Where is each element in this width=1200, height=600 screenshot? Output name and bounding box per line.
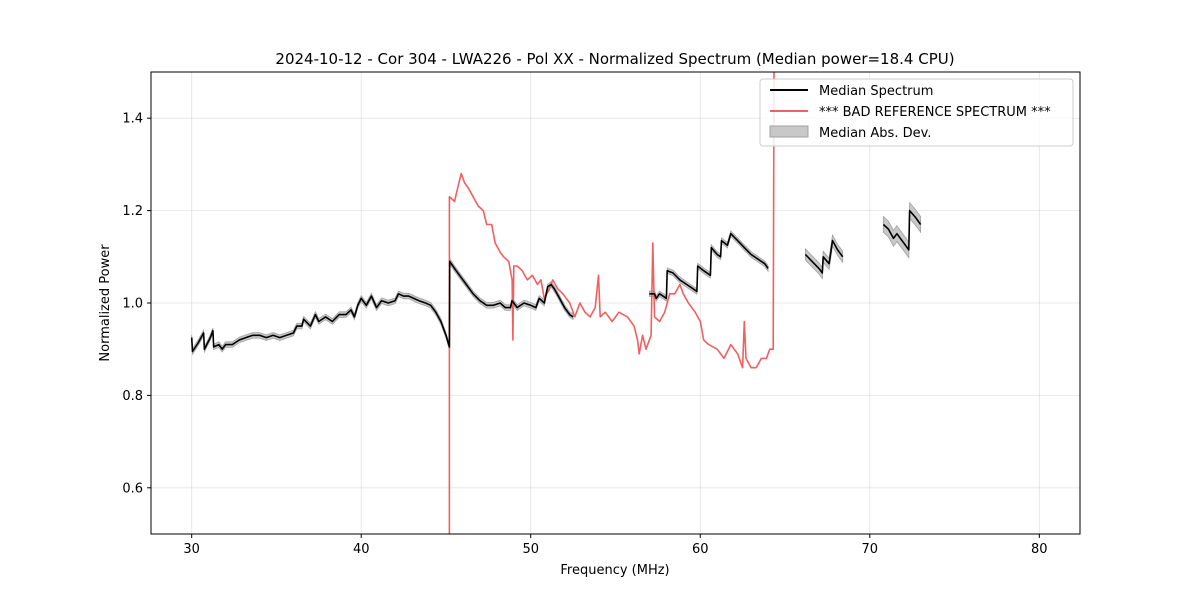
y-tick-label: 0.8 [122, 389, 143, 404]
bad-reference-line [448, 71, 775, 534]
median-spectrum-layer [190, 209, 922, 353]
y-axis-label: Normalized Power [98, 244, 113, 362]
x-tick-label: 50 [522, 542, 539, 557]
median-spectrum-segment [804, 239, 844, 274]
legend: Median Spectrum *** BAD REFERENCE SPECTR… [759, 78, 1074, 147]
bad-reference-layer [448, 71, 775, 534]
legend-median-label: Median Spectrum [819, 84, 933, 99]
y-tick-label: 1.2 [122, 204, 143, 219]
chart-title: 2024-10-12 - Cor 304 - LWA226 - Pol XX -… [275, 50, 954, 68]
x-tick-label: 60 [692, 542, 709, 557]
y-tick-label: 1.4 [122, 112, 143, 127]
legend-mad-swatch [769, 125, 809, 138]
y-tick-label: 0.6 [122, 481, 143, 496]
y-tick-label: 1.0 [122, 297, 143, 312]
x-tick-label: 80 [1031, 542, 1048, 557]
x-tick-label: 40 [353, 542, 370, 557]
median-spectrum-segment [190, 260, 574, 353]
x-tick-label: 30 [183, 542, 200, 557]
legend-mad-label: Median Abs. Dev. [819, 126, 931, 141]
median-spectrum-segment [649, 232, 769, 300]
axis-ticks: 30 40 50 60 70 80 0.6 0.8 1.0 1.2 1.4 [122, 112, 1047, 557]
x-axis-label: Frequency (MHz) [560, 563, 669, 578]
mad-band-segment [883, 201, 921, 259]
legend-bad-reference-label: *** BAD REFERENCE SPECTRUM *** [819, 105, 1051, 120]
x-tick-label: 70 [862, 542, 879, 557]
legend-frame [759, 78, 1074, 147]
median-spectrum-segment [882, 209, 922, 251]
